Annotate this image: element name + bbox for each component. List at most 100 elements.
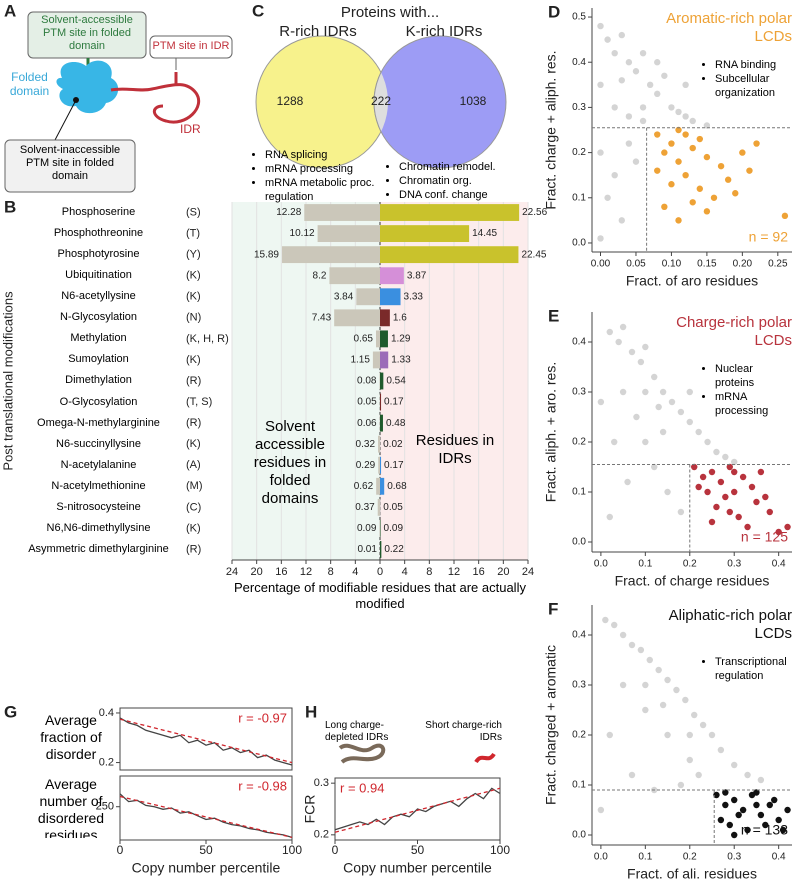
bar xyxy=(380,456,382,474)
point xyxy=(624,478,631,486)
y-tick-label: 0.0 xyxy=(572,537,586,548)
bar xyxy=(379,519,380,537)
long-idr-icon xyxy=(338,743,386,764)
x-axis-title: Fract. of aro residues xyxy=(626,273,758,289)
y-tick-label: 0.4 xyxy=(572,57,586,68)
x-tick-label: 50 xyxy=(199,843,213,857)
point xyxy=(713,448,720,456)
y-axis-title: Average number of disordered residues xyxy=(37,776,105,838)
x-tick-label: 0.1 xyxy=(638,559,652,570)
point xyxy=(724,176,732,183)
line xyxy=(119,718,293,764)
residue-code: (K) xyxy=(186,438,201,450)
value-label: 0.29 xyxy=(356,460,376,471)
idr-note: Long charge-depleted IDRs xyxy=(325,720,389,743)
residue-code: (R) xyxy=(186,543,201,555)
r-label: r = 0.94 xyxy=(340,780,384,795)
point xyxy=(625,113,633,120)
point xyxy=(651,373,658,381)
point xyxy=(661,149,668,156)
point xyxy=(642,438,649,446)
residue-code: (K) xyxy=(186,354,201,366)
venn-title: Proteins with... xyxy=(341,4,439,21)
idr-note-box: Short charge-rich IDRs xyxy=(425,720,502,743)
r-label: r = -0.98 xyxy=(238,778,287,793)
value-label: 22.56 xyxy=(522,207,547,218)
y-tick-label: 0.5 xyxy=(572,12,586,23)
panel-label: A xyxy=(4,1,16,20)
value-label: 0.54 xyxy=(386,376,406,387)
point xyxy=(655,403,662,411)
bar xyxy=(372,351,380,369)
x-axis-title-box: Percentage of modifiable residues that a… xyxy=(234,580,526,611)
point xyxy=(739,149,746,156)
set-label: R-rich IDRs xyxy=(279,23,357,40)
value-label: 0.05 xyxy=(357,397,377,408)
x-tick-label: 0.0 xyxy=(594,559,608,570)
category-label: N6,N6-dimethyllysine xyxy=(46,521,151,534)
point xyxy=(659,428,667,436)
y-tick-label: 0.0 xyxy=(572,238,586,249)
point xyxy=(664,676,671,684)
category-label-box: O-Glycosylation xyxy=(60,396,138,407)
point xyxy=(726,463,733,471)
value-label: 0.62 xyxy=(354,481,374,492)
residue-code: (R) xyxy=(186,417,201,429)
point xyxy=(604,36,611,43)
y-tick-label: 0.2 xyxy=(572,437,586,448)
category-label: Omega-N-methylarginine xyxy=(37,416,160,429)
point xyxy=(784,523,791,531)
venn-count: 1288 xyxy=(277,94,304,108)
point xyxy=(677,408,685,416)
point xyxy=(664,731,671,739)
y-tick-label: 0.2 xyxy=(99,756,114,768)
residue-code: (R) xyxy=(186,375,201,387)
chart-title: Charge-rich polar LCDs xyxy=(676,314,792,349)
bar xyxy=(380,541,382,558)
point xyxy=(618,77,625,84)
category-label: Phosphotyrosine xyxy=(57,248,140,261)
x-tick-label: 0.20 xyxy=(733,259,753,270)
x-tick-label: 8 xyxy=(426,566,432,578)
point xyxy=(739,806,747,814)
value-label: 0.68 xyxy=(387,481,407,492)
value-label: 0.09 xyxy=(384,523,404,534)
point xyxy=(611,104,618,111)
value-label: 1.29 xyxy=(391,334,411,345)
point xyxy=(675,126,682,134)
chart-title: Aliphatic-rich polar LCDs xyxy=(668,607,792,642)
point xyxy=(703,122,711,129)
point xyxy=(642,706,649,714)
category-label-box: N-acetylalanine xyxy=(61,459,137,470)
value-label: 0.08 xyxy=(357,376,377,387)
point xyxy=(639,104,647,111)
point xyxy=(735,811,742,819)
n-label: n = 133 xyxy=(741,822,788,838)
chart-notes-box: Nuclear proteinsmRNA processing xyxy=(702,362,794,422)
point xyxy=(731,796,738,804)
point xyxy=(779,826,787,834)
chart-title-box: Aromatic-rich polar LCDs xyxy=(666,10,792,45)
x-tick-label: 8 xyxy=(328,566,334,578)
point xyxy=(710,194,718,201)
n-label: n = 125 xyxy=(741,529,788,545)
residue-code: (K) xyxy=(186,291,201,303)
set-notes-box: RNA splicingmRNA processingmRNA metaboli… xyxy=(252,148,384,208)
residue-code: (C) xyxy=(186,501,201,513)
panel-label: B xyxy=(4,197,16,216)
point xyxy=(753,789,760,796)
value-label: 1.15 xyxy=(350,355,370,366)
point xyxy=(691,711,698,719)
residue-code: (S) xyxy=(186,206,201,218)
y-tick-label: 0.0 xyxy=(572,830,586,841)
point xyxy=(757,468,765,476)
category-label-box: Phosphotyrosine xyxy=(57,248,140,261)
short-idr-icon xyxy=(474,752,496,764)
set-notes-item: mRNA metabolic proc. regulation xyxy=(265,176,384,204)
value-label: 0.09 xyxy=(357,523,377,534)
point xyxy=(675,158,682,165)
point xyxy=(642,388,649,396)
value-label: 0.65 xyxy=(354,334,374,345)
chart-notes-item: RNA binding xyxy=(715,58,794,72)
